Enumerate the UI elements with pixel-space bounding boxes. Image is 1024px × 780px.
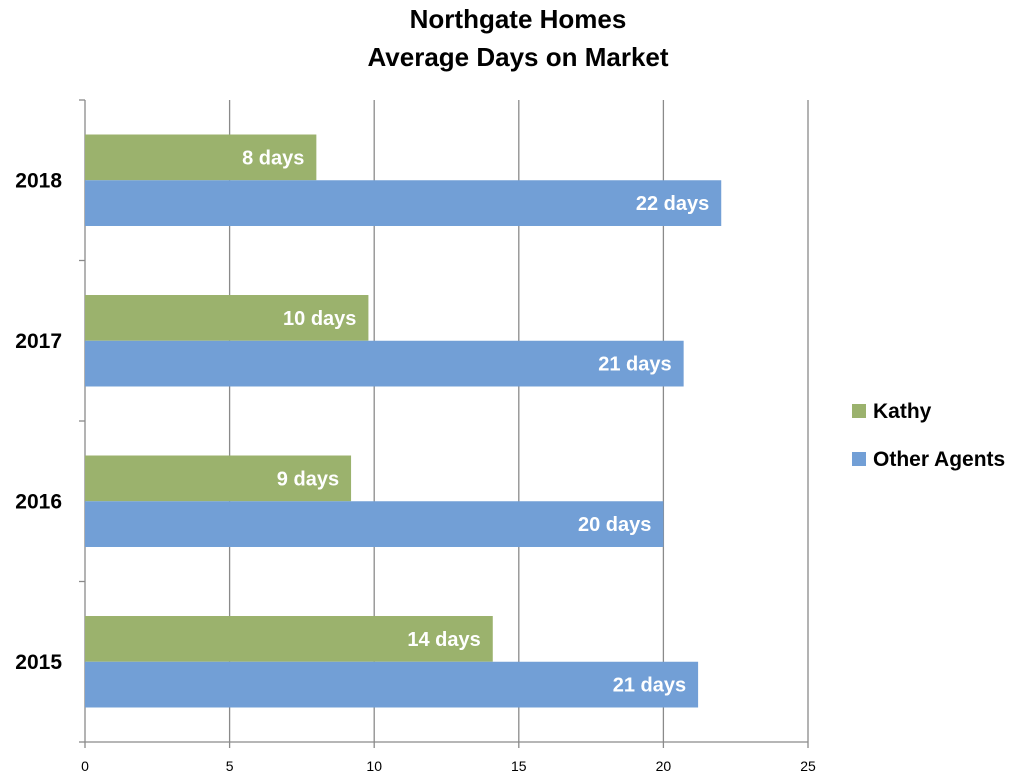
chart-title: Northgate Homes — [410, 4, 627, 34]
data-label: 21 days — [613, 675, 686, 697]
bar-kathy — [85, 455, 352, 502]
data-label: 14 days — [407, 629, 480, 651]
legend-label: Other Agents — [873, 448, 1005, 471]
data-label: 21 days — [598, 354, 671, 376]
legend-swatch — [852, 452, 866, 466]
x-tick-label: 25 — [800, 758, 816, 774]
x-tick-label: 15 — [511, 758, 527, 774]
x-tick-label: 0 — [81, 758, 89, 774]
legend: Kathy Other Agents — [852, 400, 1005, 471]
bar-other-agents — [85, 501, 664, 547]
bar-other-agents — [85, 340, 684, 387]
chart-subtitle: Average Days on Market — [367, 42, 668, 72]
data-label: 10 days — [283, 308, 356, 330]
bar-other-agents — [85, 661, 699, 708]
legend-label: Kathy — [873, 400, 932, 423]
bar-other-agents — [85, 180, 722, 226]
category-label: 2017 — [15, 330, 62, 353]
x-tick-label: 5 — [226, 758, 234, 774]
bars — [85, 134, 722, 708]
category-label: 2018 — [15, 169, 62, 192]
axes: 0 5 10 15 20 25 2015 2016 2017 2018 — [15, 99, 816, 774]
data-label: 20 days — [578, 514, 651, 536]
data-label: 8 days — [242, 147, 304, 169]
data-labels: 14 days 21 days 9 days 20 days 10 days 21 day… — [242, 147, 709, 696]
data-label: 9 days — [277, 468, 339, 490]
bar-kathy — [85, 134, 317, 181]
bar-kathy — [85, 616, 493, 662]
category-label: 2016 — [15, 490, 62, 513]
bar-kathy — [85, 295, 369, 341]
category-label: 2015 — [15, 651, 62, 674]
legend-swatch — [852, 404, 866, 418]
x-tick-label: 20 — [656, 758, 672, 774]
x-tick-label: 10 — [366, 758, 382, 774]
data-label: 22 days — [636, 193, 709, 215]
